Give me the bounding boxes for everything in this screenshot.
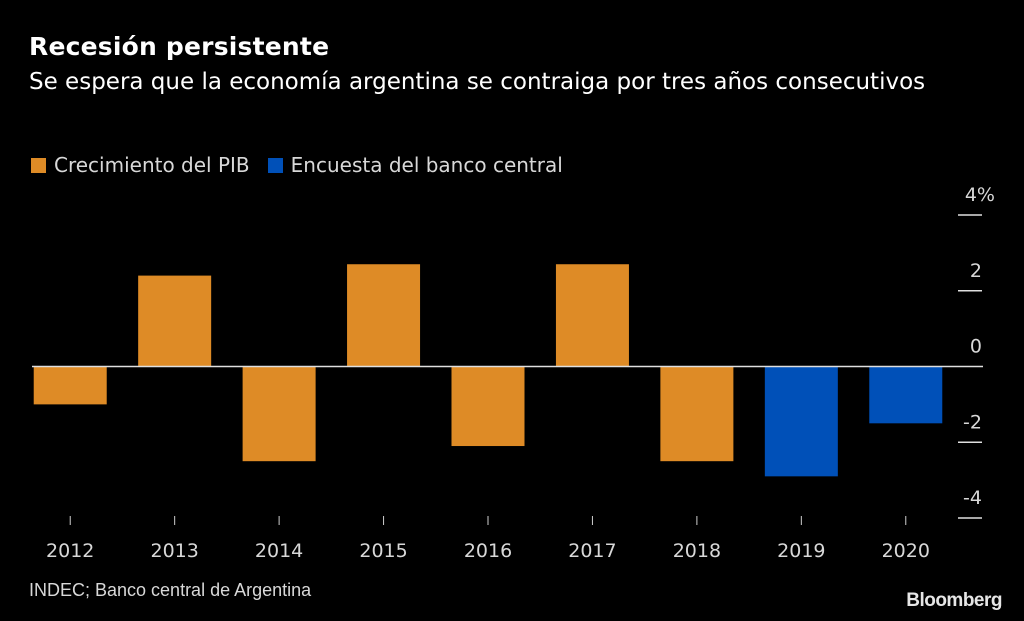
source-note: INDEC; Banco central de Argentina <box>29 580 312 600</box>
y-tick-label-4: 4% <box>965 184 995 206</box>
bar-2012 <box>33 366 107 405</box>
legend: Crecimiento del PIB Encuesta del banco c… <box>31 153 581 177</box>
x-tick-label-2019: 2019 <box>777 540 825 562</box>
x-tick-label-2018: 2018 <box>673 540 721 562</box>
y-tick-label-0: 0 <box>970 336 982 358</box>
chart-subtitle: Se espera que la economía argentina se c… <box>29 69 926 95</box>
chart-title: Recesión persistente <box>29 32 330 61</box>
y-tick-label--2: -2 <box>963 411 982 433</box>
x-tick-label-2014: 2014 <box>255 540 303 562</box>
bloomberg-logo: Bloomberg <box>906 590 1002 611</box>
bar-2013 <box>138 275 212 367</box>
bar-2020 <box>869 366 943 424</box>
legend-label-survey: Encuesta del banco central <box>290 153 563 177</box>
bar-2019 <box>764 366 838 477</box>
legend-swatch-survey <box>267 157 283 173</box>
y-tick-label--4: -4 <box>963 487 982 509</box>
x-tick-label-2013: 2013 <box>150 540 198 562</box>
bar-2018 <box>660 366 734 462</box>
legend-item-gdp: Crecimiento del PIB <box>31 153 250 177</box>
bar-2014 <box>242 366 316 462</box>
legend-label-gdp: Crecimiento del PIB <box>54 153 250 177</box>
x-tick-label-2012: 2012 <box>46 540 94 562</box>
x-tick-label-2015: 2015 <box>359 540 407 562</box>
y-tick-label-2: 2 <box>970 260 982 282</box>
bar-2016 <box>451 366 525 447</box>
x-tick-label-2017: 2017 <box>568 540 616 562</box>
x-tick-label-2016: 2016 <box>464 540 512 562</box>
x-tick-label-2020: 2020 <box>882 540 930 562</box>
bar-2017 <box>555 264 629 367</box>
bar-2015 <box>347 264 421 367</box>
legend-item-survey: Encuesta del banco central <box>267 153 563 177</box>
legend-swatch-gdp <box>31 157 46 173</box>
